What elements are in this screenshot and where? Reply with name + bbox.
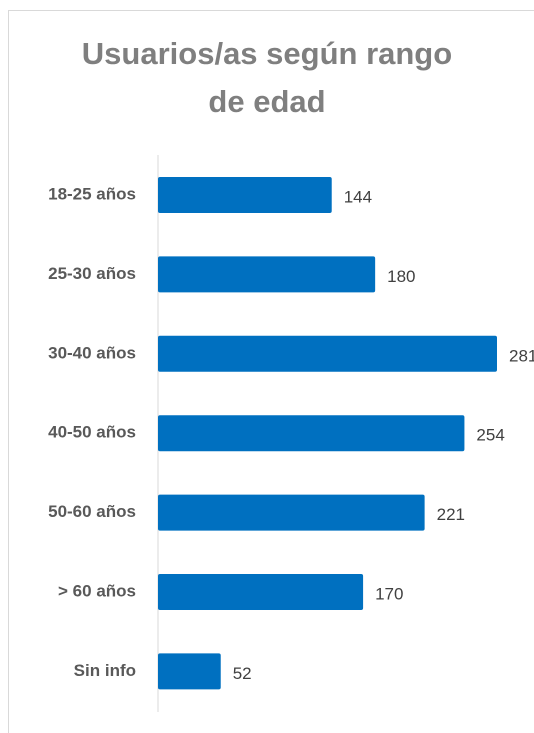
value-label: 144 <box>344 187 372 206</box>
value-label: 52 <box>233 664 252 683</box>
bar <box>158 256 376 293</box>
value-label: 281 <box>509 346 534 365</box>
value-label: 170 <box>375 584 403 603</box>
category-label: 50-60 años <box>48 502 136 521</box>
category-label: 30-40 años <box>48 343 136 362</box>
bar <box>158 494 425 531</box>
bar <box>158 335 497 372</box>
chart-title: Usuarios/as según rango de edad <box>81 36 453 119</box>
chart-frame <box>8 10 534 733</box>
value-label: 254 <box>476 426 504 445</box>
category-label: 18-25 años <box>48 184 136 203</box>
value-label: 180 <box>387 267 415 286</box>
bar <box>158 177 332 213</box>
category-label: Sin info <box>74 661 136 680</box>
bar <box>158 574 364 610</box>
category-label: 40-50 años <box>48 423 136 442</box>
bar <box>158 653 221 690</box>
bar <box>158 415 465 452</box>
value-label: 221 <box>437 505 465 524</box>
category-label: 25-30 años <box>48 264 136 283</box>
category-label: > 60 años <box>58 581 136 600</box>
